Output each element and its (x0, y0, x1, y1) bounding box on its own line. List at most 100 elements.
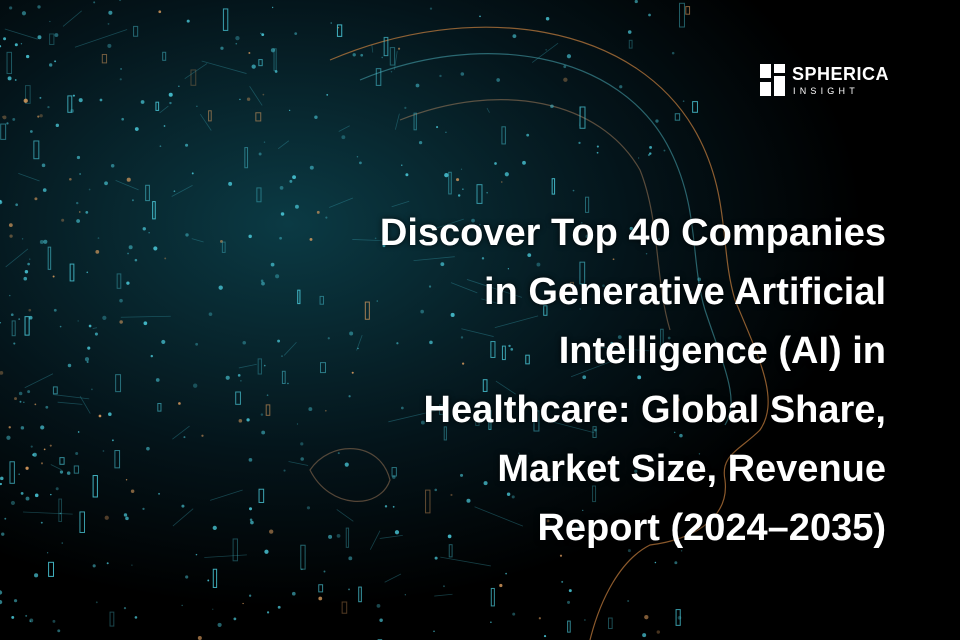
particle (33, 140, 40, 160)
particle (39, 96, 42, 99)
particle (119, 298, 123, 303)
particle (559, 554, 563, 557)
particle (627, 30, 632, 34)
particle (533, 410, 540, 432)
particle (50, 493, 52, 496)
circuit-line (394, 113, 400, 130)
particle (496, 78, 500, 82)
circuit-line (115, 179, 139, 191)
particle (679, 2, 685, 28)
particle (104, 181, 108, 186)
particle (220, 239, 223, 243)
circuit-line (413, 256, 455, 261)
particle (14, 79, 17, 81)
particle (28, 315, 33, 320)
particle (24, 270, 29, 274)
particle (148, 232, 150, 234)
particle (420, 420, 425, 425)
circuit-line (391, 200, 410, 208)
particle (52, 619, 56, 623)
particle (445, 131, 447, 134)
particle (14, 43, 18, 47)
particle (221, 241, 226, 253)
circuit-line (461, 328, 494, 337)
circuit-line (486, 107, 490, 113)
particle (11, 615, 15, 619)
particle (428, 285, 432, 288)
particle (391, 467, 397, 477)
logo-block (760, 82, 771, 96)
particle (648, 13, 651, 17)
particle (526, 133, 530, 137)
particle (379, 618, 383, 623)
particle (118, 0, 122, 2)
particle (260, 32, 262, 35)
particle (319, 295, 324, 305)
particle (306, 506, 311, 510)
particle (69, 177, 72, 181)
particle (596, 145, 599, 148)
circuit-line (371, 44, 374, 53)
particle (4, 517, 7, 520)
particle (92, 564, 96, 568)
particle (538, 617, 541, 620)
particle (25, 496, 30, 501)
circuit-line (369, 530, 381, 550)
particle (258, 59, 263, 67)
particle (134, 127, 139, 131)
particle (9, 294, 11, 297)
particle (657, 237, 660, 241)
particle (34, 493, 39, 498)
particle (404, 594, 406, 596)
particle (0, 123, 7, 140)
particle (654, 561, 657, 564)
particle (0, 476, 4, 481)
particle (318, 584, 324, 593)
circuit-line (531, 42, 559, 63)
particle (572, 189, 575, 192)
particle (66, 471, 71, 475)
particle (345, 527, 350, 548)
particle (249, 518, 253, 522)
particle (238, 419, 243, 423)
particle (19, 400, 22, 403)
particle (52, 386, 58, 395)
particle (101, 53, 108, 64)
particle (248, 594, 252, 597)
particle (55, 123, 60, 128)
circuit-line (238, 363, 257, 369)
logo-block (774, 64, 785, 73)
particle (482, 379, 488, 392)
circuit-line (53, 394, 90, 400)
particle (300, 457, 304, 461)
particle (585, 234, 590, 239)
particle (248, 507, 253, 511)
particle (201, 434, 204, 437)
particle (47, 105, 50, 109)
particle (86, 271, 89, 274)
circuit-line (338, 125, 350, 132)
particle (0, 45, 2, 48)
particle (602, 284, 605, 288)
particle (508, 344, 511, 348)
particle (578, 141, 581, 144)
particle (261, 33, 265, 37)
particle (34, 573, 39, 578)
particle (262, 93, 265, 96)
particle (660, 328, 664, 348)
particle (6, 122, 9, 125)
particle (396, 342, 399, 345)
particle (190, 69, 197, 86)
particle (525, 354, 530, 365)
particle (246, 97, 251, 101)
particle (483, 481, 488, 486)
particle (522, 160, 526, 165)
particle (413, 112, 417, 131)
particle (32, 453, 35, 456)
particle (23, 98, 28, 103)
circuit-line (329, 197, 354, 208)
particle (29, 258, 31, 260)
particle (316, 210, 320, 214)
particle (39, 114, 43, 118)
particle (644, 615, 649, 620)
